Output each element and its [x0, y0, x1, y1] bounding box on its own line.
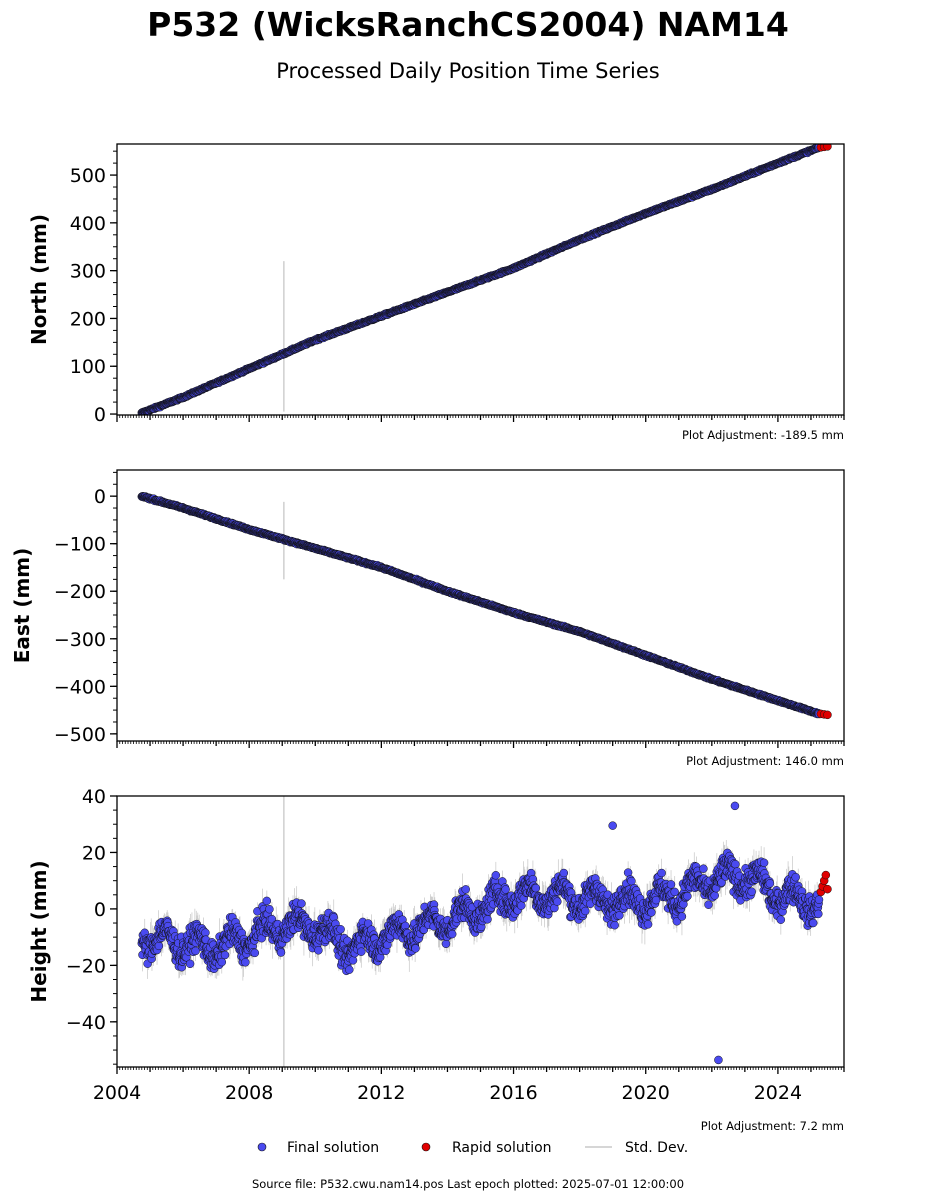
final-solution-point: [276, 948, 286, 957]
y-axis-label: East (mm): [10, 548, 34, 664]
final-solution-point: [220, 950, 230, 960]
y-tick-label: −200: [54, 581, 106, 603]
final-solution-point: [265, 904, 274, 914]
rapid-solution-point: [823, 144, 832, 151]
final-solution-point: [185, 959, 195, 969]
chart-subtitle: Processed Daily Position Time Series: [276, 59, 660, 83]
y-axis-label: North (mm): [27, 214, 51, 345]
final-solution-point: [250, 948, 260, 958]
rapid-solution-point: [823, 710, 832, 720]
y-tick-label: 100: [70, 356, 106, 378]
final-solution-point: [154, 941, 164, 951]
final-solution-point: [217, 957, 227, 967]
rapid-solution-points: [816, 709, 832, 720]
plot-area: [137, 796, 832, 1067]
y-tick-label: 0: [94, 404, 106, 426]
y-tick-label: −100: [54, 534, 106, 556]
final-solution-points: [137, 144, 824, 415]
y-tick-label: 300: [70, 261, 106, 283]
final-solution-point: [297, 899, 306, 908]
final-solution-points: [137, 801, 824, 1065]
final-solution-point: [314, 946, 323, 955]
plot-area: [137, 492, 832, 720]
final-solution-points: [137, 492, 824, 719]
y-tick-label: 500: [70, 165, 106, 187]
y-tick-label: −400: [54, 676, 106, 698]
plot-adjustment-label: Plot Adjustment: 146.0 mm: [686, 754, 844, 768]
y-tick-label: −300: [54, 629, 106, 651]
chart-title: P532 (WicksRanchCS2004) NAM14: [147, 5, 789, 44]
plot-adjustment-label: Plot Adjustment: -189.5 mm: [682, 428, 844, 442]
y-tick-label: −500: [54, 724, 106, 746]
y-tick-label: 0: [94, 486, 106, 508]
y-tick-label: 400: [70, 213, 106, 235]
north-panel: 0 100 200 300 400 500 North (mm) Plot Adjustmen…: [27, 143, 845, 442]
final-solution-point: [262, 896, 272, 906]
rapid-solution-points: [816, 144, 832, 152]
plot-area: [137, 144, 832, 415]
y-tick-label: 200: [70, 308, 106, 330]
east-panel: 0 −100 −200 −300 −400 −500 East (mm) Plot Adjus…: [10, 469, 845, 768]
final-solution-point: [241, 958, 250, 967]
